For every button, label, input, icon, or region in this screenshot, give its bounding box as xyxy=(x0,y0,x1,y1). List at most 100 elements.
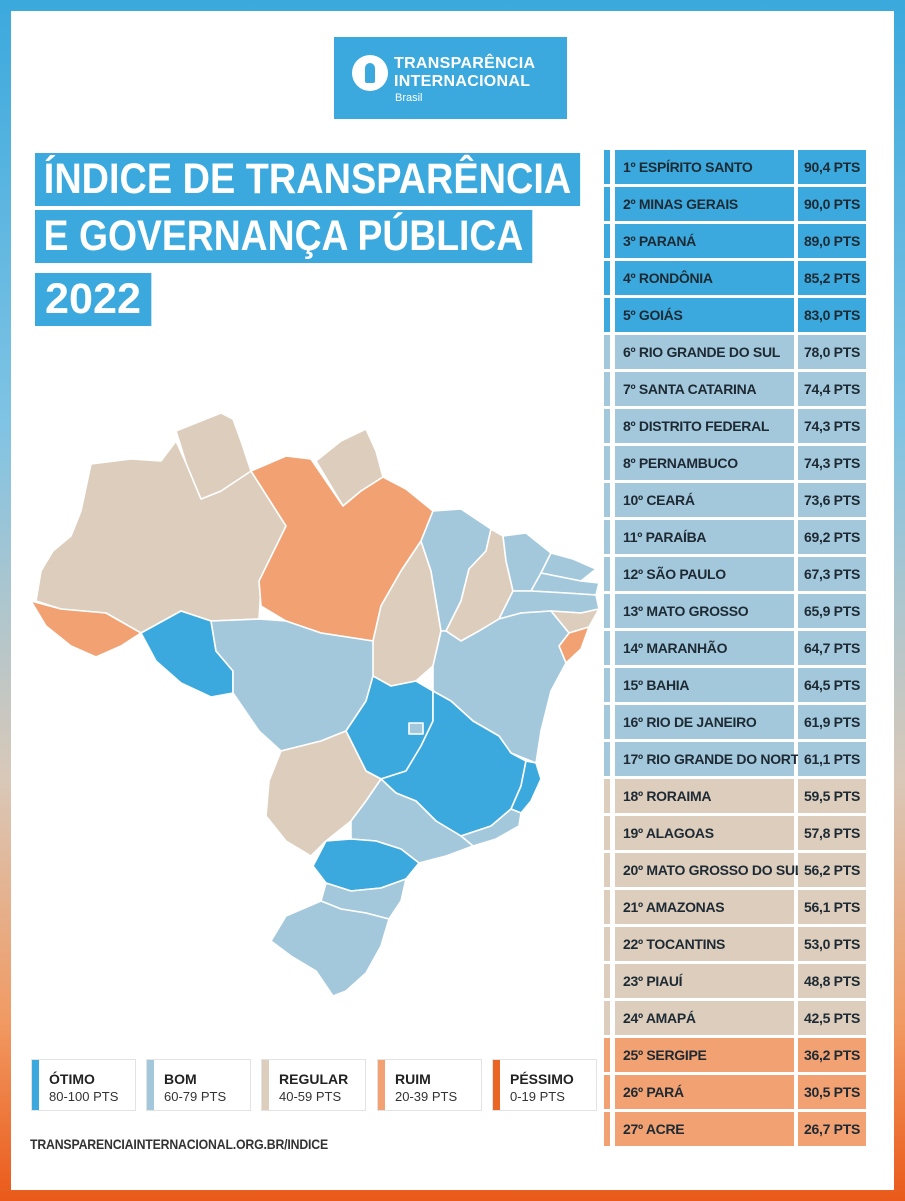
ranking-state-label: 26º PARÁ xyxy=(615,1075,794,1109)
ranking-row: 2º MINAS GERAIS 90,0 PTS xyxy=(604,187,866,221)
ranking-state-label: 7º SANTA CATARINA xyxy=(615,372,794,406)
ranking-state-label: 24º AMAPÁ xyxy=(615,1001,794,1035)
ranking-score: 89,0 PTS xyxy=(798,224,866,258)
ranking-score: 85,2 PTS xyxy=(798,261,866,295)
ranking-row: 5º GOIÁS 83,0 PTS xyxy=(604,298,866,332)
ranking-state-label: 3º PARANÁ xyxy=(615,224,794,258)
ranking-score: 90,4 PTS xyxy=(798,150,866,184)
infographic-card: TRANSPARÊNCIA INTERNACIONAL Brasil ÍNDIC… xyxy=(11,11,894,1190)
ranking-state-label: 8º PERNAMBUCO xyxy=(615,446,794,480)
ranking-tier-marker xyxy=(604,261,610,295)
ranking-tier-marker xyxy=(604,298,610,332)
ranking-row: 1º ESPÍRITO SANTO 90,4 PTS xyxy=(604,150,866,184)
legend-swatch xyxy=(147,1060,154,1110)
legend-range: 40-59 PTS xyxy=(279,1089,342,1104)
ranking-score: 74,3 PTS xyxy=(798,446,866,480)
ranking-state-label: 18º RORAIMA xyxy=(615,779,794,813)
logo-line-1: TRANSPARÊNCIA xyxy=(394,55,536,72)
ranking-row: 25º SERGIPE 36,2 PTS xyxy=(604,1038,866,1072)
ranking-state-label: 27º ACRE xyxy=(615,1112,794,1146)
ranking-score: 74,4 PTS xyxy=(798,372,866,406)
ranking-tier-marker xyxy=(604,187,610,221)
ranking-state-label: 13º MATO GROSSO xyxy=(615,594,794,628)
ranking-state-label: 1º ESPÍRITO SANTO xyxy=(615,150,794,184)
ranking-score: 74,3 PTS xyxy=(798,409,866,443)
ranking-row: 4º RONDÔNIA 85,2 PTS xyxy=(604,261,866,295)
ranking-tier-marker xyxy=(604,1075,610,1109)
ranking-score: 73,6 PTS xyxy=(798,483,866,517)
ranking-score: 26,7 PTS xyxy=(798,1112,866,1146)
ranking-state-label: 14º MARANHÃO xyxy=(615,631,794,665)
state-rio-de-janeiro xyxy=(460,808,522,847)
ranking-tier-marker xyxy=(604,964,610,998)
ranking-row: 11º PARAÍBA 69,2 PTS xyxy=(604,520,866,554)
ranking-score: 56,2 PTS xyxy=(798,853,866,887)
ranking-state-label: 12º SÃO PAULO xyxy=(615,557,794,591)
legend-swatch xyxy=(32,1060,39,1110)
state-rio-grande-do-sul xyxy=(270,900,390,997)
legend-range: 60-79 PTS xyxy=(164,1089,227,1104)
ranking-state-label: 25º SERGIPE xyxy=(615,1038,794,1072)
ranking-state-label: 17º RIO GRANDE DO NORTE xyxy=(615,742,808,776)
ranking-score: 36,2 PTS xyxy=(798,1038,866,1072)
state-distrito-federal xyxy=(408,722,424,735)
ranking-state-label: 22º TOCANTINS xyxy=(615,927,794,961)
ranking-tier-marker xyxy=(604,520,610,554)
legend-label: ÓTIMO xyxy=(49,1071,95,1087)
ranking-score: 48,8 PTS xyxy=(798,964,866,998)
legend-label: RUIM xyxy=(395,1071,431,1087)
ranking-tier-marker xyxy=(604,853,610,887)
legend-label: PÉSSIMO xyxy=(510,1071,574,1087)
ranking-tier-marker xyxy=(604,1001,610,1035)
ranking-state-label: 21º AMAZONAS xyxy=(615,890,794,924)
ranking-state-label: 20º MATO GROSSO DO SUL xyxy=(615,853,803,887)
ranking-tier-marker xyxy=(604,927,610,961)
ranking-tier-marker xyxy=(604,557,610,591)
ti-logo-icon xyxy=(352,55,388,91)
ranking-state-label: 16º RIO DE JANEIRO xyxy=(615,705,794,739)
ranking-row: 24º AMAPÁ 42,5 PTS xyxy=(604,1001,866,1035)
ranking-state-label: 11º PARAÍBA xyxy=(615,520,794,554)
ranking-row: 7º SANTA CATARINA 74,4 PTS xyxy=(604,372,866,406)
ranking-tier-marker xyxy=(604,631,610,665)
ranking-score: 90,0 PTS xyxy=(798,187,866,221)
legend-label: REGULAR xyxy=(279,1071,349,1087)
ranking-state-label: 2º MINAS GERAIS xyxy=(615,187,794,221)
ranking-tier-marker xyxy=(604,1112,610,1146)
ranking-row: 8º DISTRITO FEDERAL 74,3 PTS xyxy=(604,409,866,443)
ranking-state-label: 10º CEARÁ xyxy=(615,483,794,517)
ranking-score: 78,0 PTS xyxy=(798,335,866,369)
ranking-row: 10º CEARÁ 73,6 PTS xyxy=(604,483,866,517)
brazil-map xyxy=(30,412,600,997)
legend-item-otimo: ÓTIMO 80-100 PTS xyxy=(31,1059,136,1111)
ranking-score: 61,1 PTS xyxy=(798,742,866,776)
title-line-1: ÍNDICE DE TRANSPARÊNCIA xyxy=(35,153,580,206)
ranking-row: 16º RIO DE JANEIRO 61,9 PTS xyxy=(604,705,866,739)
legend-item-pessimo: PÉSSIMO 0-19 PTS xyxy=(492,1059,597,1111)
ti-logo: TRANSPARÊNCIA INTERNACIONAL Brasil xyxy=(334,37,567,119)
ranking-row: 19º ALAGOAS 57,8 PTS xyxy=(604,816,866,850)
legend-item-bom: BOM 60-79 PTS xyxy=(146,1059,251,1111)
ranking-tier-marker xyxy=(604,668,610,702)
legend-range: 0-19 PTS xyxy=(510,1089,565,1104)
ranking-score: 30,5 PTS xyxy=(798,1075,866,1109)
ranking-score: 65,9 PTS xyxy=(798,594,866,628)
ranking-state-label: 8º DISTRITO FEDERAL xyxy=(615,409,794,443)
logo-line-3: Brasil xyxy=(395,92,423,104)
logo-line-2: INTERNACIONAL xyxy=(394,73,531,90)
ranking-state-label: 5º GOIÁS xyxy=(615,298,794,332)
title-year: 2022 xyxy=(35,273,151,326)
footer-url[interactable]: TRANSPARENCIAINTERNACIONAL.ORG.BR/INDICE xyxy=(30,1136,328,1152)
legend-item-regular: REGULAR 40-59 PTS xyxy=(261,1059,366,1111)
ranking-score: 67,3 PTS xyxy=(798,557,866,591)
ranking-row: 12º SÃO PAULO 67,3 PTS xyxy=(604,557,866,591)
legend-range: 20-39 PTS xyxy=(395,1089,458,1104)
ranking-state-label: 15º BAHIA xyxy=(615,668,794,702)
ranking-score: 69,2 PTS xyxy=(798,520,866,554)
legend-swatch xyxy=(262,1060,269,1110)
ranking-tier-marker xyxy=(604,779,610,813)
ranking-score: 53,0 PTS xyxy=(798,927,866,961)
ranking-tier-marker xyxy=(604,446,610,480)
ranking-score: 42,5 PTS xyxy=(798,1001,866,1035)
